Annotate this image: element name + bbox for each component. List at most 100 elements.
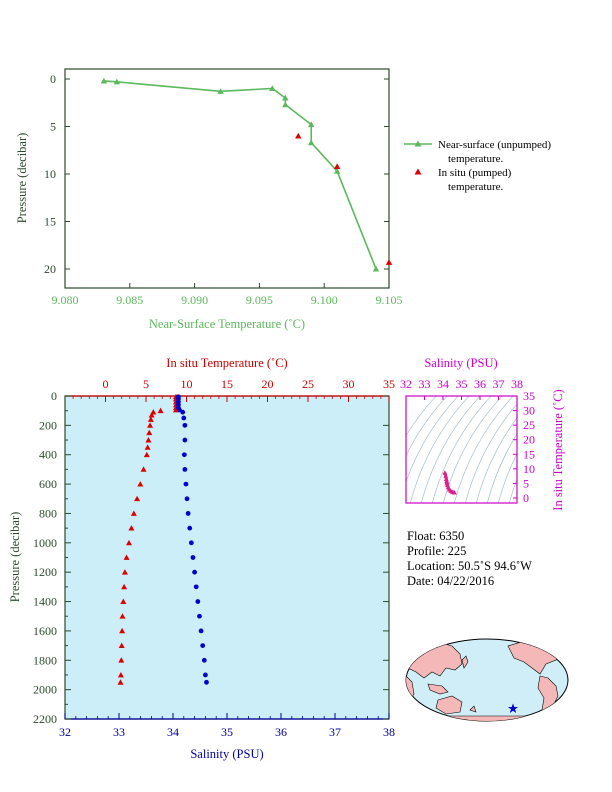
ts-y-tick-label: 30	[523, 404, 535, 418]
profile-top-axis-label: In situ Temperature (˚C)	[166, 356, 287, 370]
ts-density-contour	[443, 396, 503, 503]
salinity-point	[195, 599, 201, 604]
ts-density-contour	[509, 478, 517, 503]
near-surface-point	[217, 88, 224, 94]
profile-y-tick-label: 2000	[33, 683, 57, 697]
legend-label-insitu-line2: temperature.	[448, 181, 504, 193]
temperature-point	[118, 657, 125, 663]
near-surface-x-tick-label: 9.080	[52, 293, 79, 307]
world-map-icon	[405, 638, 569, 722]
near-surface-legend: Near-surface (unpumped) temperature. In …	[404, 139, 551, 193]
profile-y-tick-label: 1200	[33, 565, 57, 579]
salinity-point	[188, 540, 194, 546]
ts-density-contour	[454, 396, 514, 503]
profile-y-tick-label: 200	[39, 418, 57, 432]
ts-y-tick-label: 5	[523, 476, 529, 490]
temp-axis-tick-label: 10	[181, 377, 193, 391]
ts-y-tick-label: 35	[523, 389, 535, 403]
near-surface-point	[308, 139, 315, 146]
insitu-point	[385, 259, 393, 265]
legend-label-near-surface-line2: temperature.	[448, 153, 504, 165]
temp-axis-tick-label: 0	[103, 377, 109, 391]
ts-y-tick-label: 10	[523, 462, 535, 476]
near-surface-point	[333, 167, 341, 174]
float-info: Float: 6350 Profile: 225 Location: 50.5˚…	[407, 529, 532, 588]
profile-ylabel: Pressure (decibar)	[8, 512, 22, 603]
near-surface-ticks: 9.080 9.085 9.090 9.095 9.100 9.105 0 5 10 15 20	[44, 72, 403, 307]
temperature-point	[120, 598, 127, 604]
temperature-point	[121, 569, 128, 575]
temperature-point	[128, 525, 135, 531]
salinity-axis-tick-label: 32	[59, 725, 71, 739]
ts-density-contour	[410, 396, 470, 503]
ts-y-tick-label: 25	[523, 418, 535, 432]
salinity-point	[180, 409, 186, 415]
salinity-point	[198, 628, 204, 634]
ts-x-tick-label: 33	[419, 377, 431, 391]
temperature-point	[117, 671, 124, 678]
insitu-point	[295, 132, 302, 139]
near-surface-point	[282, 94, 289, 101]
temp-axis-tick-label: 35	[383, 377, 395, 391]
temperature-point	[134, 495, 141, 502]
ts-x-tick-label: 38	[511, 377, 523, 391]
near-surface-y-tick-label: 0	[50, 72, 56, 86]
ts-x-tick-label: 36	[474, 377, 486, 391]
near-surface-line	[103, 80, 377, 270]
near-surface-xlabel: Near-Surface Temperature (˚C)	[149, 317, 305, 331]
near-surface-plot-frame	[64, 68, 390, 289]
salinity-point	[182, 422, 188, 428]
profile-y-tick-label: 1800	[33, 653, 57, 667]
legend-label-insitu: In situ (pumped)	[438, 167, 512, 179]
ts-density-contour	[432, 396, 492, 503]
temp-axis-tick-label: 15	[221, 377, 233, 391]
ts-y-tick-label: 15	[523, 447, 535, 461]
float-number: Float: 6350	[407, 529, 464, 543]
temperature-point	[118, 642, 125, 648]
ts-x-tick-label: 34	[437, 377, 449, 391]
near-surface-x-tick-label: 9.095	[246, 293, 273, 307]
salinity-point	[182, 467, 188, 472]
near-surface-x-tick-label: 9.085	[116, 293, 143, 307]
float-location: Location: 50.5˚S 94.6˚W	[407, 559, 532, 573]
profile-bottom-axis-label: Salinity (PSU)	[190, 747, 263, 761]
salinity-axis-tick-label: 33	[113, 725, 125, 739]
temp-axis-tick-label: 20	[262, 377, 274, 391]
temp-axis-tick-label: 25	[302, 377, 314, 391]
salinity-axis-tick-label: 34	[167, 725, 179, 739]
ts-density-contour	[476, 417, 517, 503]
ts-density-contours	[406, 396, 517, 503]
near-surface-point	[269, 85, 276, 92]
ts-xlabel: Salinity (PSU)	[424, 356, 497, 370]
near-surface-point	[308, 121, 315, 128]
temp-axis-tick-label: 5	[143, 377, 149, 391]
ts-series	[442, 470, 457, 495]
salinity-point	[203, 672, 208, 678]
ts-density-contour	[406, 396, 437, 437]
profile-date: Date: 04/22/2016	[407, 574, 494, 588]
near-surface-y-tick-label: 20	[44, 262, 56, 276]
near-surface-y-tick-label: 5	[50, 120, 56, 134]
ts-point	[444, 481, 450, 486]
ts-point	[443, 473, 449, 479]
salinity-axis-tick-label: 36	[275, 725, 287, 739]
legend-marker-insitu	[414, 168, 422, 175]
salinity-point	[183, 481, 189, 487]
profile-y-tick-label: 800	[39, 506, 57, 520]
ts-x-tick-label: 37	[493, 377, 505, 391]
near-surface-x-tick-label: 9.090	[181, 293, 208, 307]
ts-density-contour	[465, 403, 517, 503]
ts-density-contour	[406, 396, 448, 457]
near-surface-ylabel: Pressure (decibar)	[15, 133, 29, 224]
temperature-point	[140, 466, 147, 472]
legend-marker-near-surface	[414, 140, 422, 147]
temperature-point	[137, 481, 144, 487]
temperature-point	[143, 451, 150, 458]
near-surface-y-tick-label: 10	[44, 167, 56, 181]
near-surface-point	[282, 101, 289, 108]
temperature-point	[157, 407, 164, 414]
profile-y-tick-label: 1400	[33, 595, 57, 609]
